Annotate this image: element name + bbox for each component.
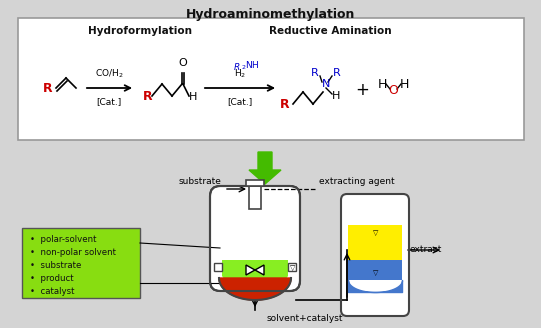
Polygon shape xyxy=(219,278,291,300)
Text: ▽: ▽ xyxy=(373,270,379,276)
Polygon shape xyxy=(246,265,255,275)
Text: [Cat.]: [Cat.] xyxy=(227,97,253,106)
Text: R: R xyxy=(333,68,341,78)
Text: Hydroformylation: Hydroformylation xyxy=(88,26,192,36)
Text: R: R xyxy=(234,63,240,72)
Bar xyxy=(249,186,261,209)
Text: O: O xyxy=(179,58,187,68)
Bar xyxy=(214,263,222,271)
Text: H: H xyxy=(377,77,387,91)
Text: •  polar-solvent: • polar-solvent xyxy=(30,235,96,244)
Bar xyxy=(246,180,264,186)
Text: +: + xyxy=(355,81,369,99)
Text: •  product: • product xyxy=(30,274,74,283)
Bar xyxy=(348,225,402,260)
Text: R: R xyxy=(280,97,290,111)
Text: R: R xyxy=(143,90,153,102)
Bar xyxy=(348,260,402,280)
Text: •  substrate: • substrate xyxy=(30,261,81,270)
Polygon shape xyxy=(222,260,288,284)
FancyBboxPatch shape xyxy=(210,186,300,291)
Text: •  non-polar solvent: • non-polar solvent xyxy=(30,248,116,257)
FancyBboxPatch shape xyxy=(18,18,524,140)
Text: R: R xyxy=(43,81,53,94)
FancyBboxPatch shape xyxy=(341,194,409,316)
Text: •  catalyst: • catalyst xyxy=(30,287,75,296)
Text: ▽: ▽ xyxy=(290,265,295,271)
Text: H$_2$: H$_2$ xyxy=(234,68,246,80)
Bar xyxy=(288,263,296,271)
Polygon shape xyxy=(255,265,264,275)
Text: $_2$NH: $_2$NH xyxy=(241,59,260,72)
Text: substrate: substrate xyxy=(178,177,221,186)
FancyArrow shape xyxy=(249,152,281,184)
Text: extracting agent: extracting agent xyxy=(319,177,394,186)
Text: H: H xyxy=(189,92,197,102)
Text: [Cat.]: [Cat.] xyxy=(96,97,122,106)
Text: ▽: ▽ xyxy=(373,230,379,236)
Text: R: R xyxy=(311,68,319,78)
Text: O: O xyxy=(388,85,398,97)
FancyBboxPatch shape xyxy=(22,228,140,298)
Text: Reductive Amination: Reductive Amination xyxy=(269,26,391,36)
Text: CO/H$_2$: CO/H$_2$ xyxy=(95,68,123,80)
Text: solvent+catalyst: solvent+catalyst xyxy=(267,314,343,323)
Text: H: H xyxy=(399,77,408,91)
Text: N: N xyxy=(322,79,330,89)
Text: H: H xyxy=(332,91,340,101)
Text: Hydroaminomethylation: Hydroaminomethylation xyxy=(186,8,355,21)
Text: extract: extract xyxy=(409,245,441,255)
